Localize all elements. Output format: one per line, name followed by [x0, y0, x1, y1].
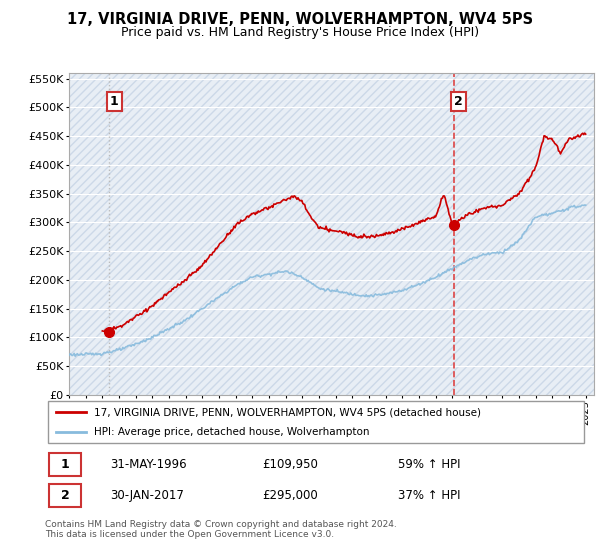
Text: 59% ↑ HPI: 59% ↑ HPI — [398, 458, 460, 472]
Text: 2: 2 — [61, 489, 70, 502]
Text: Contains HM Land Registry data © Crown copyright and database right 2024.
This d: Contains HM Land Registry data © Crown c… — [45, 520, 397, 539]
Text: 17, VIRGINIA DRIVE, PENN, WOLVERHAMPTON, WV4 5PS (detached house): 17, VIRGINIA DRIVE, PENN, WOLVERHAMPTON,… — [94, 407, 481, 417]
Text: 30-JAN-2017: 30-JAN-2017 — [110, 489, 184, 502]
Text: £109,950: £109,950 — [262, 458, 318, 472]
Text: HPI: Average price, detached house, Wolverhampton: HPI: Average price, detached house, Wolv… — [94, 427, 370, 437]
FancyBboxPatch shape — [49, 484, 81, 507]
FancyBboxPatch shape — [49, 453, 81, 477]
Text: 1: 1 — [110, 95, 119, 108]
Text: 2: 2 — [454, 95, 463, 108]
Text: £295,000: £295,000 — [262, 489, 318, 502]
Text: 1: 1 — [61, 458, 70, 472]
Text: Price paid vs. HM Land Registry's House Price Index (HPI): Price paid vs. HM Land Registry's House … — [121, 26, 479, 39]
Text: 17, VIRGINIA DRIVE, PENN, WOLVERHAMPTON, WV4 5PS: 17, VIRGINIA DRIVE, PENN, WOLVERHAMPTON,… — [67, 12, 533, 27]
Text: 37% ↑ HPI: 37% ↑ HPI — [398, 489, 460, 502]
FancyBboxPatch shape — [48, 401, 584, 444]
Text: 31-MAY-1996: 31-MAY-1996 — [110, 458, 187, 472]
